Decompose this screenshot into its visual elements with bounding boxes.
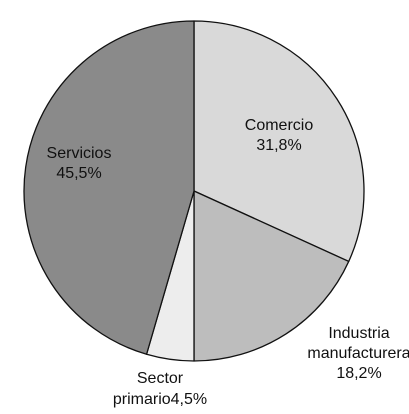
pie-slice-industria-manufacturera [193, 190, 350, 362]
pie-label-servicios: Servicios 45,5% [47, 145, 112, 182]
pie-slice-comercio [193, 20, 365, 263]
pie-label-line: Comercio [245, 117, 314, 134]
pie-label-line: 18,2% [336, 365, 381, 382]
pie-slice-servicios [23, 20, 195, 355]
pie-label-comercio: Comercio 31,8% [245, 117, 314, 154]
pie-slices [23, 20, 365, 362]
pie-label-line: Servicios [47, 145, 112, 162]
pie-labels: Comercio 31,8% Industria manufacturera 18,2%… [47, 117, 409, 408]
pie-label-line: 45,5% [56, 165, 101, 182]
pie-label-line: 31,8% [256, 137, 301, 154]
pie-label-industria-manufacturera: Industria manufacturera 18,2% [307, 325, 409, 382]
pie-label-line: primario4,5% [113, 391, 207, 408]
pie-label-line: manufacturera [307, 345, 409, 362]
pie-label-sector-primario: Sector primario4,5% [113, 370, 207, 408]
pie-label-line: Sector [137, 370, 184, 387]
pie-label-line: Industria [328, 325, 389, 342]
